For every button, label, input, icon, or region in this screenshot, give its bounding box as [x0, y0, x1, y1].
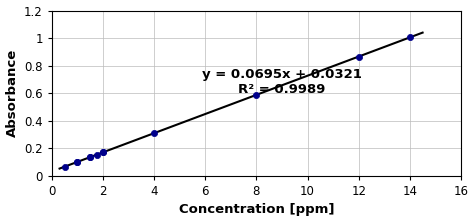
Point	[406, 36, 414, 39]
Point	[99, 151, 107, 154]
Point	[73, 160, 81, 164]
Point	[73, 160, 81, 164]
Point	[93, 153, 100, 157]
Point	[99, 151, 107, 154]
Point	[61, 165, 68, 168]
Point	[150, 131, 158, 135]
Y-axis label: Absorbance: Absorbance	[6, 49, 18, 137]
Point	[86, 155, 94, 159]
Point	[86, 155, 94, 159]
Point	[355, 55, 363, 58]
Point	[253, 93, 260, 97]
Text: y = 0.0695x + 0.0321
R² = 0.9989: y = 0.0695x + 0.0321 R² = 0.9989	[202, 68, 362, 96]
X-axis label: Concentration [ppm]: Concentration [ppm]	[179, 203, 334, 216]
